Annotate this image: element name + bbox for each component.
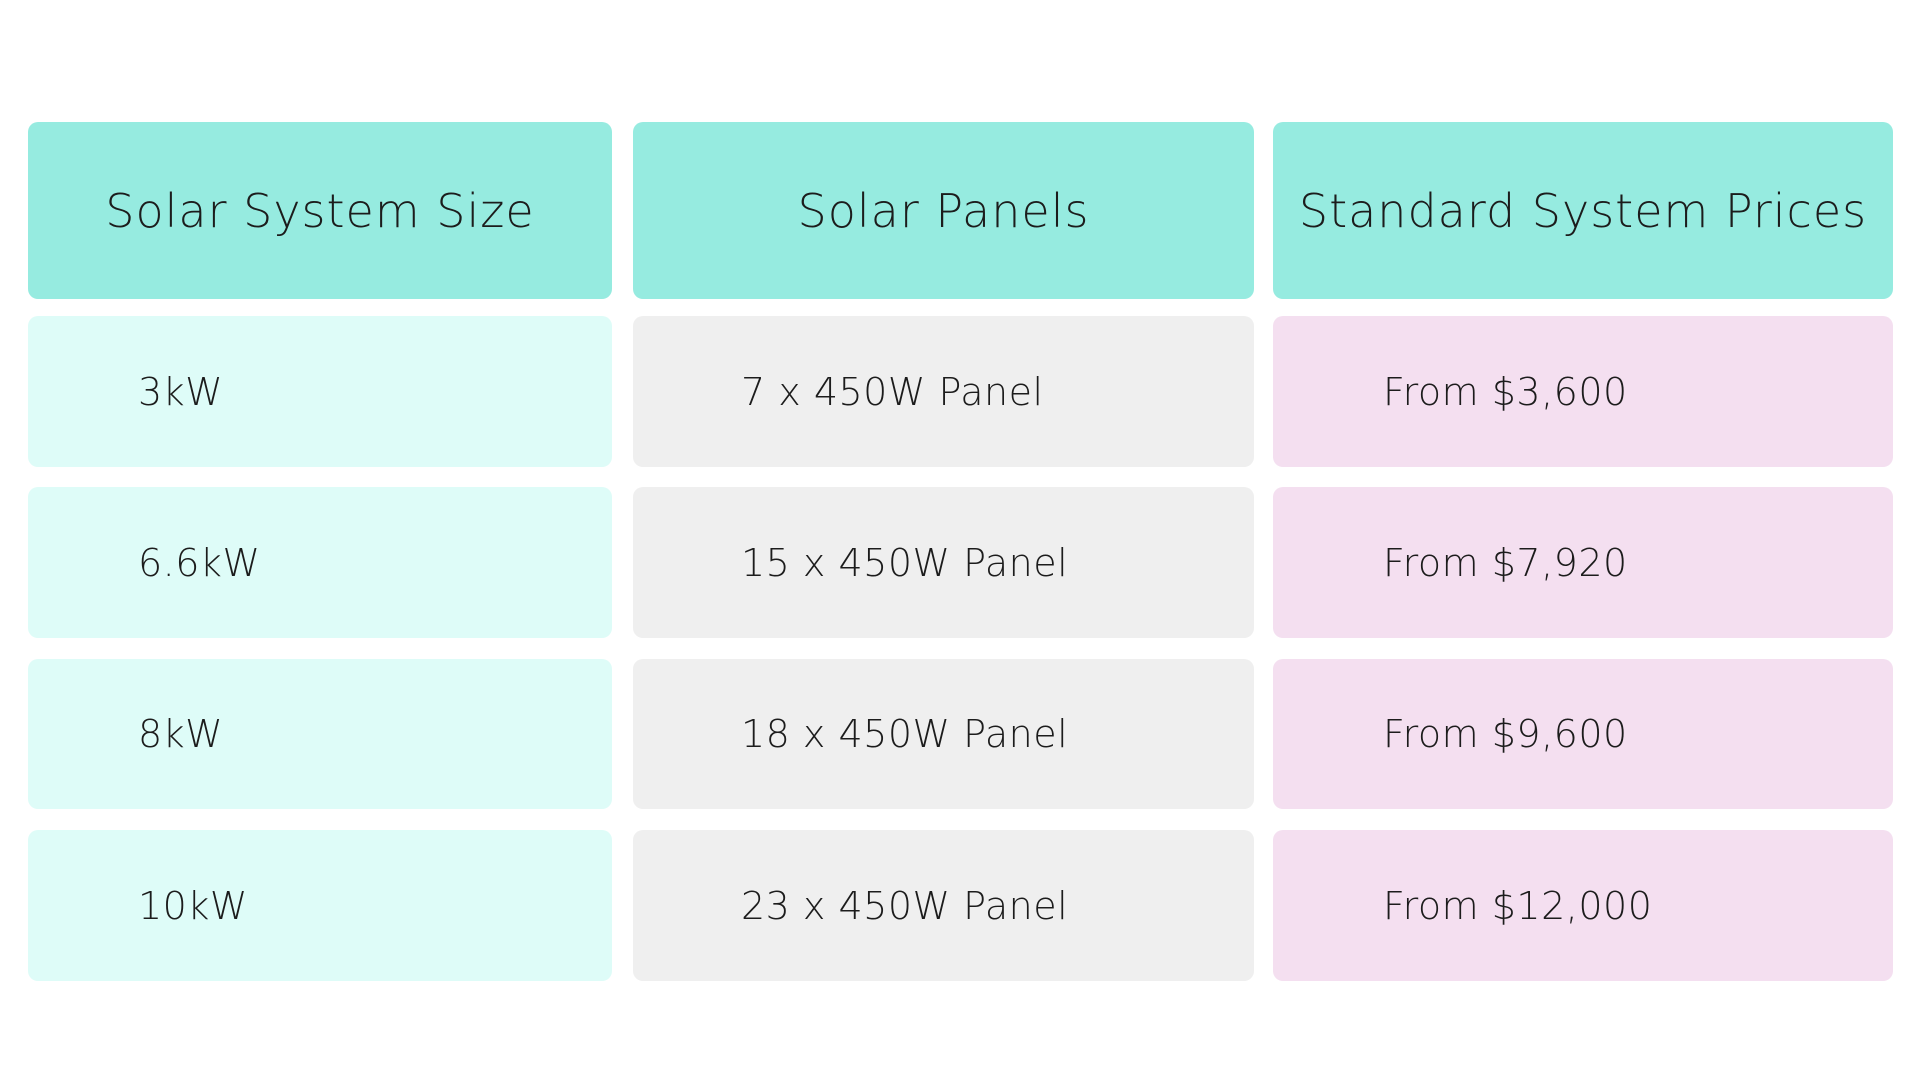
cell-text: 23 x 450W Panel: [741, 883, 1069, 928]
cell-text: 18 x 450W Panel: [741, 712, 1069, 756]
table-cell: 7 x 450W Panel: [633, 316, 1254, 467]
cell-text: From $3,600: [1383, 369, 1628, 414]
header-cell: Solar Panels: [633, 122, 1254, 299]
header-cell: Solar System Size: [28, 122, 612, 299]
header-cell: Standard System Prices: [1273, 122, 1893, 299]
cell-text: 8kW: [138, 712, 224, 756]
table-cell: From $9,600: [1273, 659, 1893, 809]
cell-text: Solar System Size: [105, 183, 535, 238]
cell-text: 10kW: [138, 883, 248, 928]
table-cell: From $7,920: [1273, 487, 1893, 638]
cell-text: 3kW: [138, 369, 224, 414]
table-cell: 18 x 450W Panel: [633, 659, 1254, 809]
table-cell: 3kW: [28, 316, 612, 467]
cell-text: 7 x 450W Panel: [741, 369, 1044, 414]
table-cell: 6.6kW: [28, 487, 612, 638]
cell-text: 15 x 450W Panel: [741, 540, 1069, 585]
table-cell: 15 x 450W Panel: [633, 487, 1254, 638]
table-cell: 8kW: [28, 659, 612, 809]
table-cell: From $3,600: [1273, 316, 1893, 467]
cell-text: 6.6kW: [138, 540, 261, 585]
cell-text: Standard System Prices: [1298, 183, 1868, 238]
cell-text: Solar Panels: [797, 183, 1090, 238]
table-cell: From $12,000: [1273, 830, 1893, 981]
table-cell: 23 x 450W Panel: [633, 830, 1254, 981]
cell-text: From $12,000: [1383, 883, 1653, 928]
cell-text: From $7,920: [1383, 540, 1628, 585]
table-cell: 10kW: [28, 830, 612, 981]
cell-text: From $9,600: [1383, 712, 1628, 756]
